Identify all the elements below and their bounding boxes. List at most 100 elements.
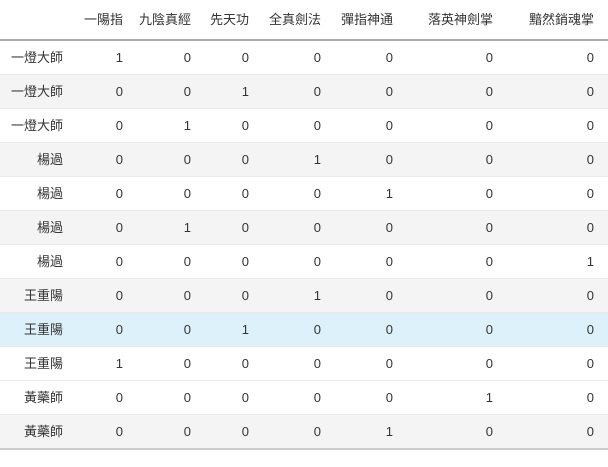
value-cell: 0 <box>507 108 608 143</box>
value-cell: 1 <box>407 380 507 415</box>
value-cell: 0 <box>335 210 407 245</box>
value-cell: 0 <box>407 414 507 450</box>
value-cell: 0 <box>137 278 205 313</box>
value-cell: 0 <box>205 176 263 211</box>
value-cell: 0 <box>77 74 137 109</box>
row-label-cell: 王重陽 <box>0 312 77 347</box>
table-row[interactable]: 一燈大師 0 1 0 0 0 0 0 <box>0 108 608 143</box>
value-cell: 0 <box>507 346 608 381</box>
row-label-cell: 一燈大師 <box>0 108 77 143</box>
value-cell: 0 <box>407 278 507 313</box>
value-cell: 0 <box>205 142 263 177</box>
row-label-header-cell[interactable] <box>0 0 77 41</box>
value-cell: 0 <box>335 244 407 279</box>
value-cell: 0 <box>335 108 407 143</box>
value-cell: 0 <box>507 210 608 245</box>
value-cell: 0 <box>507 176 608 211</box>
value-cell: 0 <box>507 74 608 109</box>
row-label-cell: 楊過 <box>0 176 77 211</box>
header-row: 一陽指 九陰真經 先天功 全真劍法 彈指神通 落英神劍掌 黯然銷魂掌 <box>0 0 608 41</box>
value-cell: 0 <box>263 176 335 211</box>
value-cell: 0 <box>263 108 335 143</box>
table-row[interactable]: 王重陽 0 0 0 1 0 0 0 <box>0 278 608 313</box>
value-cell: 0 <box>137 74 205 109</box>
value-cell: 0 <box>507 414 608 450</box>
value-cell: 0 <box>507 380 608 415</box>
table-row[interactable]: 黃藥師 0 0 0 0 1 0 0 <box>0 414 608 450</box>
value-cell: 0 <box>137 346 205 381</box>
crosstab-table: 一陽指 九陰真經 先天功 全真劍法 彈指神通 落英神劍掌 黯然銷魂掌 一燈大師 1… <box>0 0 608 450</box>
value-cell: 0 <box>335 380 407 415</box>
value-cell: 0 <box>263 244 335 279</box>
value-cell: 0 <box>507 312 608 347</box>
value-cell: 0 <box>507 142 608 177</box>
value-cell: 0 <box>263 74 335 109</box>
column-header-yiyangzhi[interactable]: 一陽指 <box>77 0 137 41</box>
table-row[interactable]: 一燈大師 0 0 1 0 0 0 0 <box>0 74 608 109</box>
value-cell: 0 <box>205 210 263 245</box>
value-cell: 0 <box>263 414 335 450</box>
value-cell: 0 <box>263 312 335 347</box>
table-row[interactable]: 楊過 0 0 0 0 1 0 0 <box>0 176 608 211</box>
value-cell: 0 <box>241 50 249 65</box>
value-cell: 1 <box>507 244 608 279</box>
value-cell: 0 <box>507 278 608 313</box>
column-header-jiuyinzhenjing[interactable]: 九陰真經 <box>137 0 205 41</box>
value-cell: 0 <box>335 346 407 381</box>
value-cell: 0 <box>407 312 507 347</box>
table-row[interactable]: 楊過 0 0 0 0 0 0 1 <box>0 244 608 279</box>
value-cell: 0 <box>205 108 263 143</box>
value-cell: 0 <box>205 346 263 381</box>
value-cell: 1 <box>205 74 263 109</box>
value-cell: 1 <box>115 50 123 65</box>
value-cell: 0 <box>205 278 263 313</box>
row-label-cell: 一燈大師 <box>10 50 63 65</box>
row-label-cell: 黃藥師 <box>0 414 77 450</box>
value-cell: 0 <box>77 278 137 313</box>
value-cell: 0 <box>77 380 137 415</box>
row-label-cell: 楊過 <box>0 244 77 279</box>
table-row[interactable]: 王重陽 1 0 0 0 0 0 0 <box>0 346 608 381</box>
value-cell: 0 <box>137 380 205 415</box>
row-label-cell: 王重陽 <box>0 346 77 381</box>
value-cell: 1 <box>137 210 205 245</box>
value-cell: 1 <box>77 346 137 381</box>
value-cell: 0 <box>137 414 205 450</box>
value-cell: 0 <box>205 414 263 450</box>
value-cell: 0 <box>77 414 137 450</box>
row-label-cell: 楊過 <box>0 142 77 177</box>
value-cell: 0 <box>77 108 137 143</box>
value-cell: 0 <box>77 142 137 177</box>
value-cell: 1 <box>137 108 205 143</box>
value-cell: 0 <box>407 346 507 381</box>
table-body: 一燈大師 1 0 0 0 0 0 0 一燈大師 0 0 1 0 0 0 0 一燈大師 0 1 0 0 0 0 0 楊過 0 0 0 1 0… <box>0 40 608 450</box>
value-cell: 0 <box>77 176 137 211</box>
value-cell: 0 <box>335 142 407 177</box>
table-row-selected[interactable]: 王重陽 0 0 1 0 0 0 0 <box>0 312 608 347</box>
value-cell: 0 <box>77 210 137 245</box>
table-row[interactable]: 一燈大師 1 0 0 0 0 0 0 <box>0 40 608 75</box>
value-cell: 0 <box>335 278 407 313</box>
table-row[interactable]: 楊過 0 1 0 0 0 0 0 <box>0 210 608 245</box>
column-header-xiantiangong[interactable]: 先天功 <box>205 0 263 41</box>
table-row[interactable]: 楊過 0 0 0 1 0 0 0 <box>0 142 608 177</box>
value-cell: 0 <box>335 312 407 347</box>
value-cell: 1 <box>205 312 263 347</box>
value-cell: 0 <box>263 380 335 415</box>
row-label-cell: 黃藥師 <box>0 380 77 415</box>
value-cell: 1 <box>263 278 335 313</box>
row-label-cell: 王重陽 <box>0 278 77 313</box>
value-cell: 0 <box>263 346 335 381</box>
column-header-luoyingshenjianzhang[interactable]: 落英神劍掌 <box>407 0 507 41</box>
value-cell: 0 <box>586 50 594 65</box>
column-header-tanzhishentong[interactable]: 彈指神通 <box>335 0 407 41</box>
value-cell: 1 <box>335 176 407 211</box>
column-header-anranxiaohunzhang[interactable]: 黯然銷魂掌 <box>507 0 608 41</box>
value-cell: 0 <box>137 312 205 347</box>
value-cell: 0 <box>407 210 507 245</box>
value-cell: 0 <box>335 74 407 109</box>
table-row[interactable]: 黃藥師 0 0 0 0 0 1 0 <box>0 380 608 415</box>
value-cell: 0 <box>407 244 507 279</box>
column-header-quanzhenjianfa[interactable]: 全真劍法 <box>263 0 335 41</box>
